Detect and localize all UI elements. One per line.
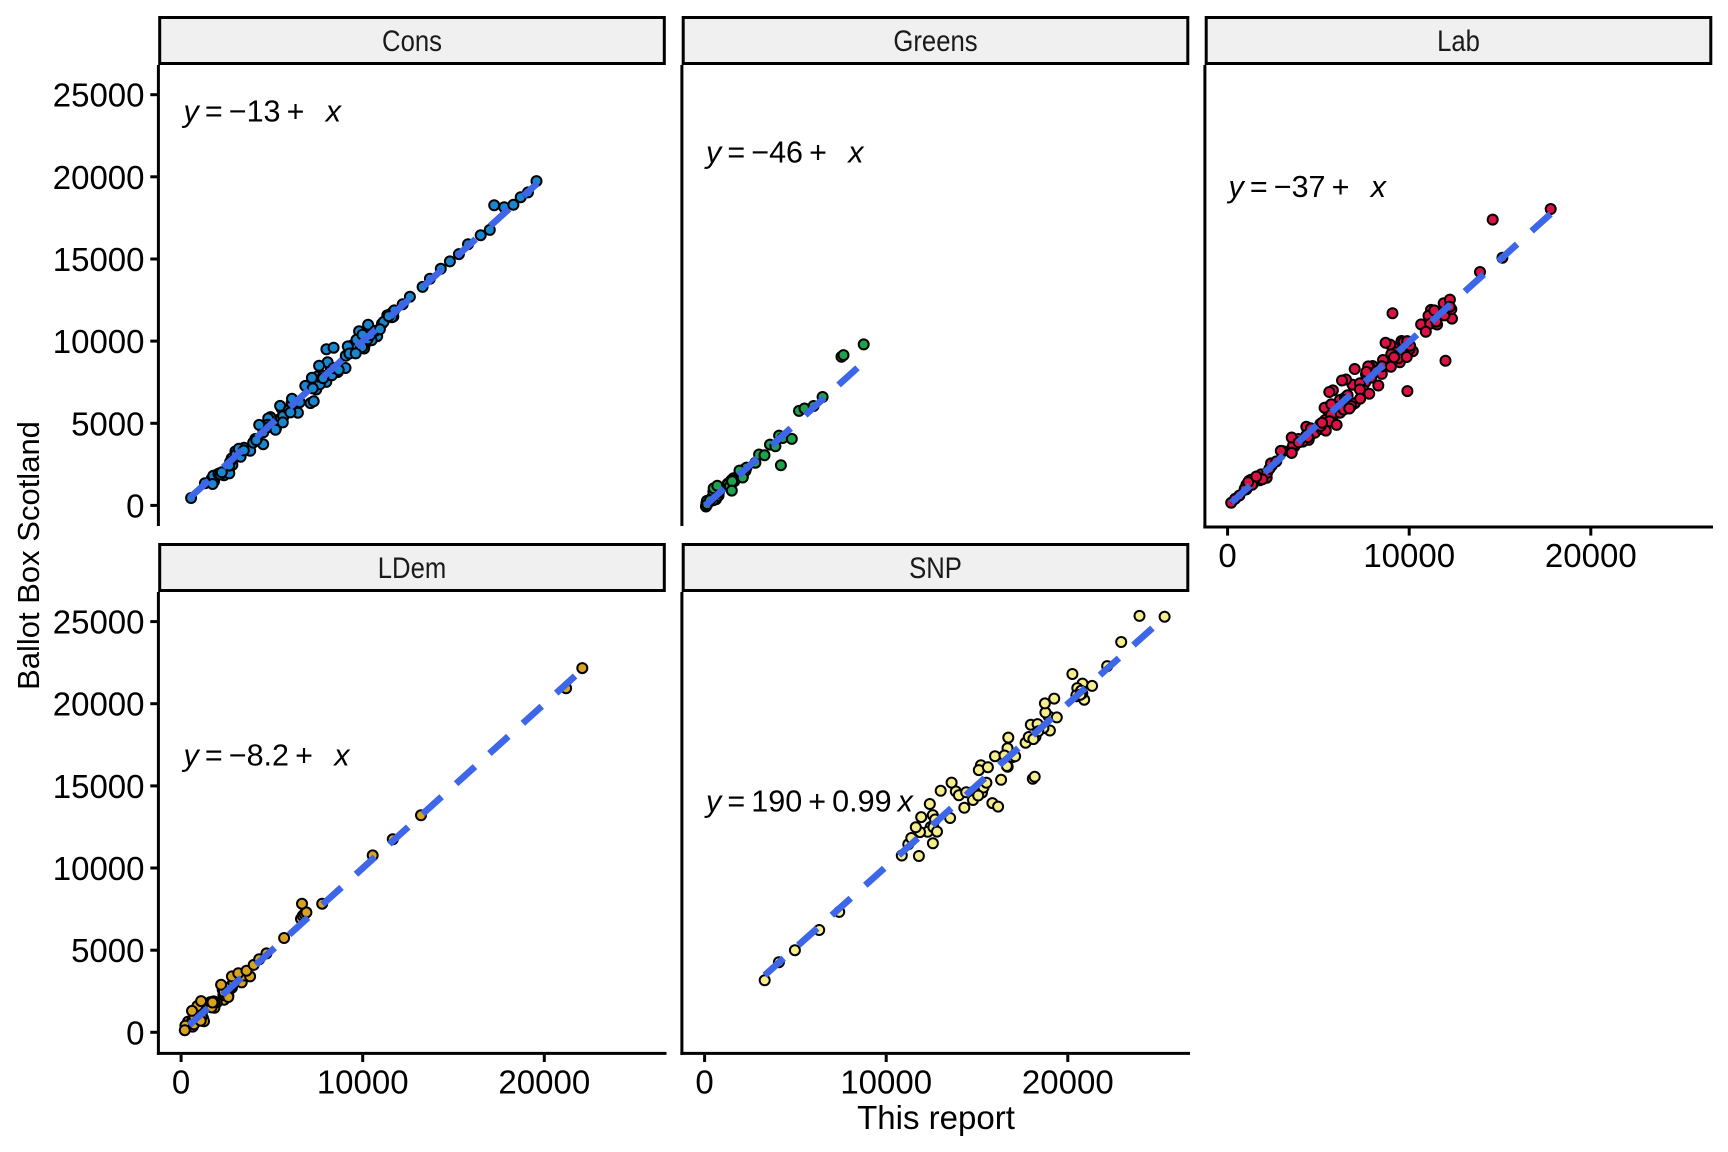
svg-text:20000: 20000 (53, 686, 145, 723)
svg-text:0: 0 (172, 1063, 190, 1100)
svg-text:y = −37 + x: y = −37 + x (1227, 170, 1388, 204)
svg-text:Greens: Greens (893, 25, 977, 58)
svg-text:15000: 15000 (53, 768, 145, 805)
svg-text:0: 0 (1218, 537, 1236, 574)
svg-text:20000: 20000 (498, 1063, 590, 1100)
svg-text:SNP: SNP (909, 552, 962, 585)
svg-text:25000: 25000 (53, 604, 145, 641)
svg-text:Lab: Lab (1437, 25, 1480, 58)
svg-text:Ballot Box Scotland: Ballot Box Scotland (11, 421, 46, 690)
svg-text:20000: 20000 (1545, 537, 1637, 574)
svg-text:0: 0 (126, 487, 144, 524)
svg-text:15000: 15000 (53, 241, 145, 278)
svg-text:y = −46 + x: y = −46 + x (704, 136, 865, 170)
svg-text:y = 190 + 0.99 x: y = 190 + 0.99 x (704, 785, 915, 819)
svg-text:10000: 10000 (53, 323, 145, 360)
svg-text:20000: 20000 (1022, 1063, 1114, 1100)
svg-text:Cons: Cons (382, 25, 442, 58)
svg-text:25000: 25000 (53, 77, 145, 114)
svg-text:10000: 10000 (53, 850, 145, 887)
svg-text:10000: 10000 (1363, 537, 1455, 574)
svg-text:5000: 5000 (71, 932, 144, 969)
svg-text:LDem: LDem (378, 552, 446, 585)
svg-text:10000: 10000 (317, 1063, 409, 1100)
svg-text:This report: This report (857, 1099, 1015, 1136)
svg-text:y = −13 + x: y = −13 + x (182, 95, 343, 129)
svg-text:10000: 10000 (840, 1063, 932, 1100)
svg-text:y = −8.2 + x: y = −8.2 + x (182, 738, 352, 772)
svg-text:0: 0 (126, 1014, 144, 1051)
svg-text:0: 0 (695, 1063, 713, 1100)
svg-text:5000: 5000 (71, 405, 144, 442)
svg-text:20000: 20000 (53, 159, 145, 196)
